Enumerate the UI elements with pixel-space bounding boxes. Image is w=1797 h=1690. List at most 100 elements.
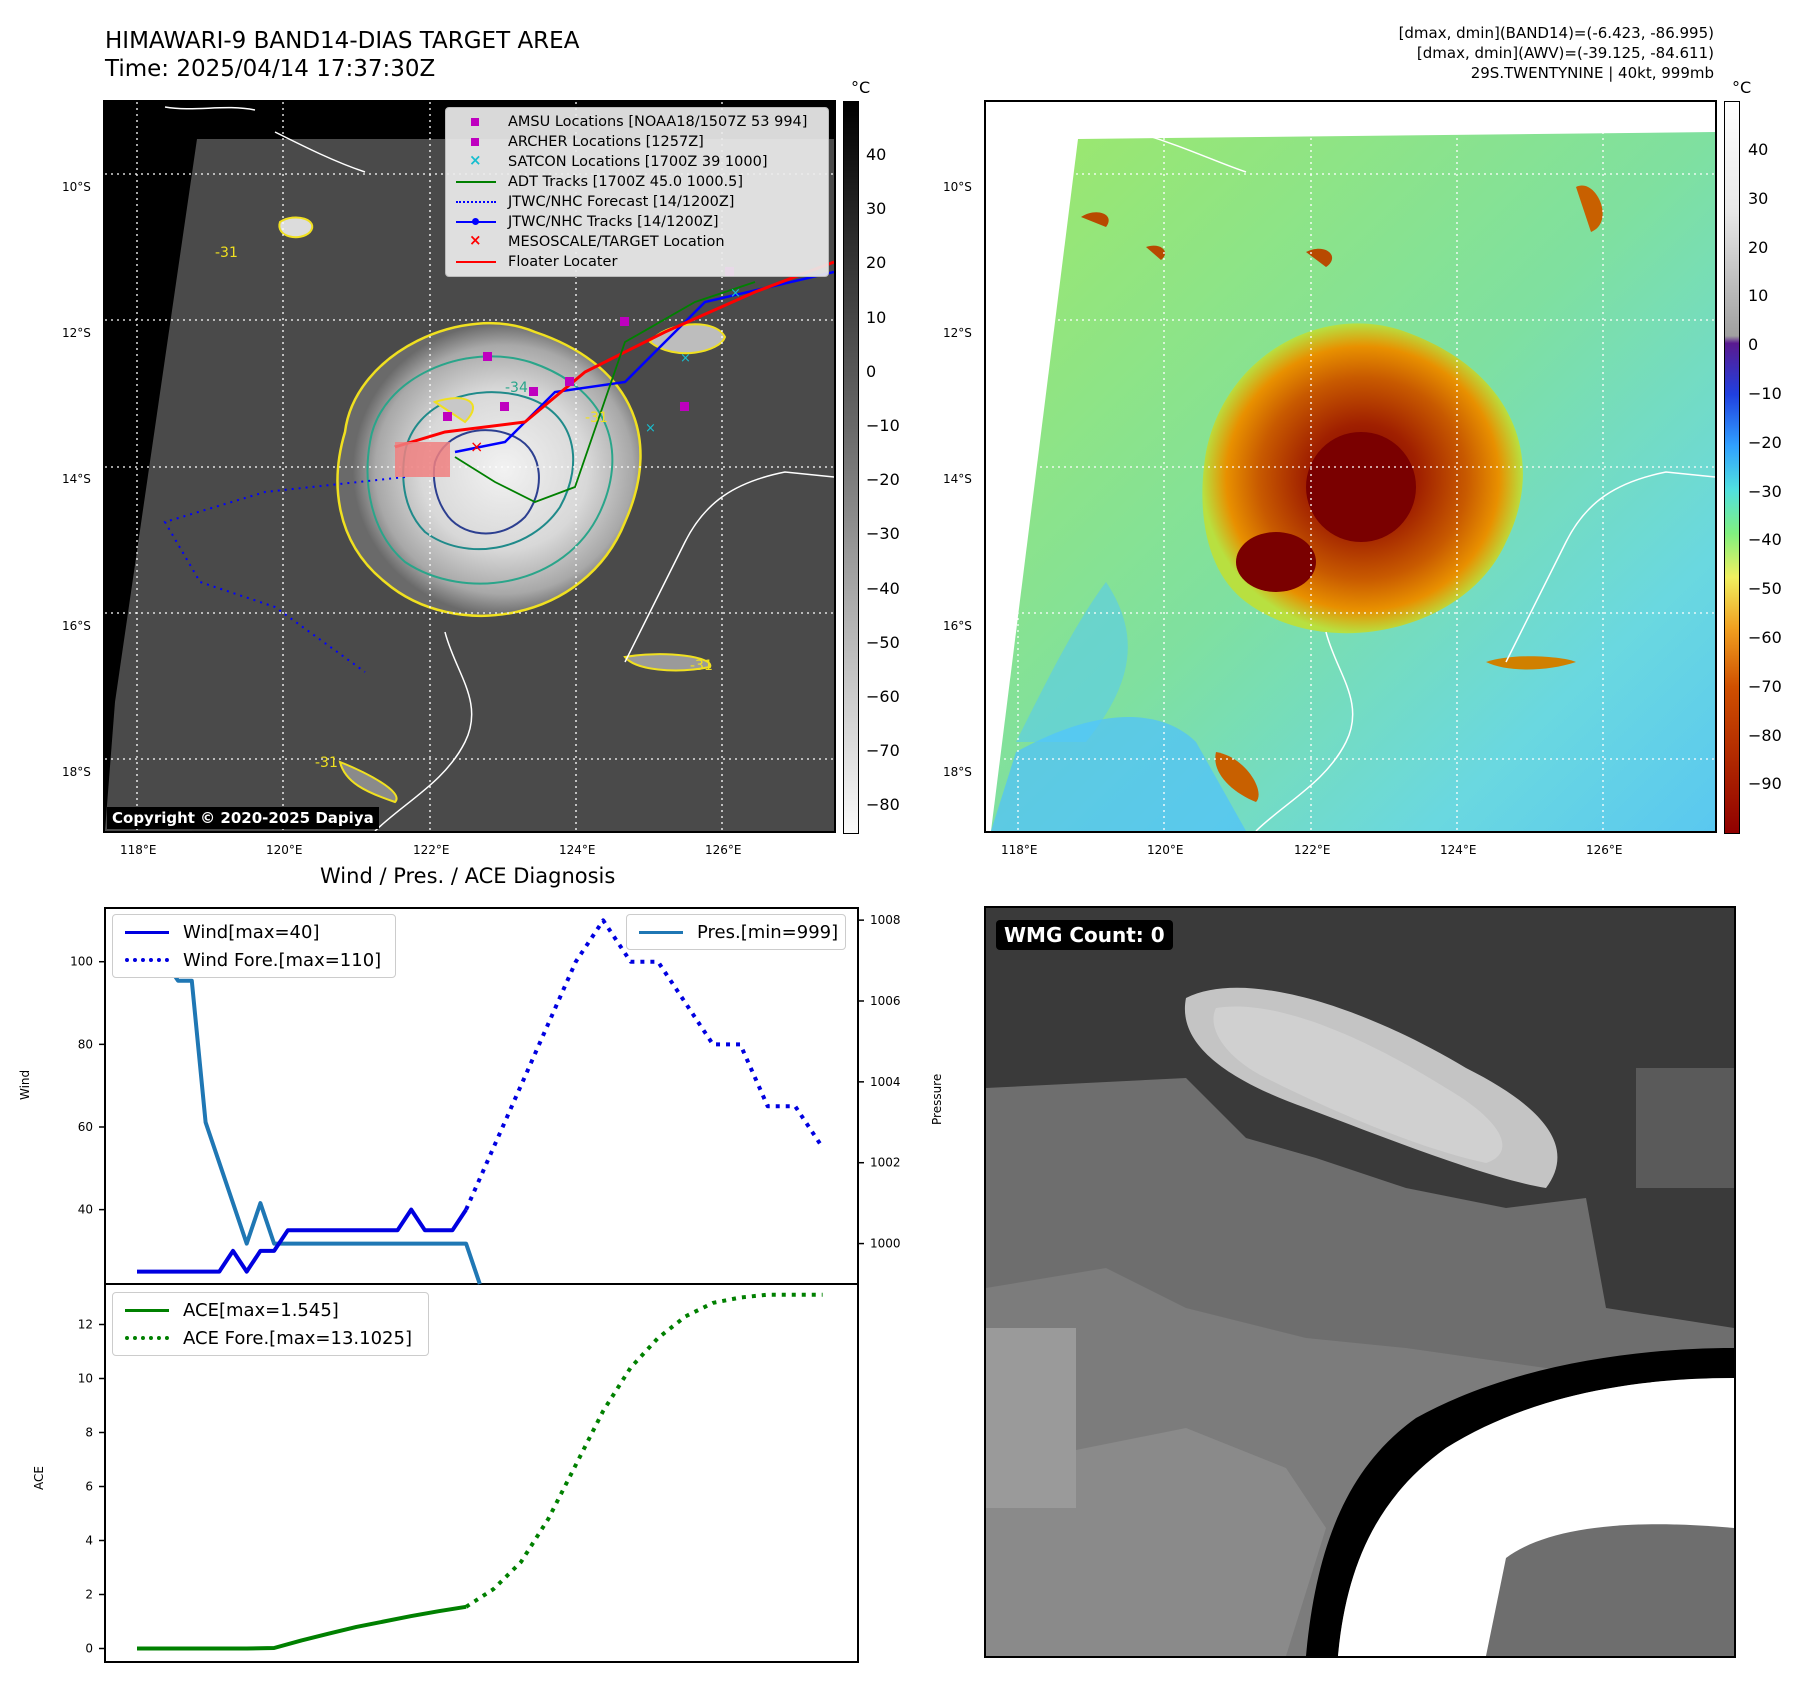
ace-tick-label: 0	[85, 1642, 93, 1656]
wmg-count-label: WMG Count: 0	[996, 920, 1173, 950]
lat-label: 12°S	[943, 326, 972, 340]
colorbar-tick-label: −10	[1748, 384, 1782, 403]
legend-item-satcon: × SATCON Locations [1700Z 39 1000]	[469, 151, 768, 170]
ace-tick-label: 10	[78, 1372, 93, 1386]
legend-item-floater: Floater Locater	[454, 252, 617, 272]
lat-label: 12°S	[62, 326, 91, 340]
lat-label: 18°S	[62, 765, 91, 779]
legend-item-ace-forecast: ACE Fore.[max=13.1025]	[123, 1325, 412, 1351]
colorbar-tick-label: −20	[866, 470, 900, 490]
wmg-dark-band	[1306, 1348, 1734, 1656]
ace-tick-label: 6	[85, 1480, 93, 1494]
ace-tick-label: 4	[85, 1534, 93, 1548]
chart-title: HIMAWARI-9 BAND14-DIAS TARGET AREA	[105, 28, 580, 54]
svg-text:×: ×	[730, 286, 741, 301]
lat-label: 16°S	[62, 619, 91, 633]
wmg-panel: WMG Count: 0	[984, 906, 1736, 1658]
lat-label: 10°S	[943, 180, 972, 194]
colorbar-tick-label: 30	[1748, 188, 1769, 208]
legend-item-wind: Wind[max=40]	[123, 919, 320, 945]
colorbar-tick-label: 40	[1748, 140, 1769, 159]
colorbar-color-unit: °C	[1732, 78, 1752, 97]
awv-map-image	[986, 102, 1715, 831]
colorbar-tick-label: −20	[1748, 432, 1782, 452]
lon-label: 126°E	[705, 843, 742, 857]
colorbar-tick-label: −10	[866, 416, 900, 435]
lon-label: 122°E	[413, 843, 450, 857]
ace-plot-frame	[104, 1283, 859, 1663]
lon-label: 122°E	[1294, 843, 1331, 857]
colorbar-tick-label: −40	[1748, 530, 1782, 550]
legend-item-wind-forecast: Wind Fore.[max=110]	[123, 947, 381, 973]
contour-label: -31	[215, 245, 238, 261]
lon-label: 120°E	[266, 843, 303, 857]
lat-label: 16°S	[943, 619, 972, 633]
contour-label: -31	[585, 410, 608, 426]
contour-labels: -31 -31 -31 -31 -34	[215, 245, 713, 771]
lat-label: 14°S	[62, 472, 91, 486]
ace-tick-label: 2	[85, 1588, 93, 1602]
colorbar-tick-label: 20	[866, 253, 887, 273]
colorbar-tick-label: −50	[866, 632, 900, 652]
wind-tick-label: 60	[78, 1120, 93, 1134]
svg-text:×: ×	[645, 421, 656, 436]
lat-label: 14°S	[943, 472, 972, 486]
diagnosis-title: Wind / Pres. / ACE Diagnosis	[320, 864, 616, 888]
wind-tick-label: 100	[70, 955, 93, 969]
colorbar-tick-label: −70	[866, 741, 900, 761]
jtwc-best-track	[454, 270, 834, 454]
colorbar-tick-label: −40	[866, 578, 900, 598]
colorbar-tick-label: 20	[1748, 237, 1769, 257]
diagnosis-chart: 40 60 80 100 1000 1002 1004 1006 1008 0 2 4 6 8 10 12	[70, 907, 901, 1663]
ace-legend: ACE[max=1.545] ACE Fore.[max=13.1025]	[112, 1292, 429, 1356]
legend-item-target: × MESOSCALE/TARGET Location	[469, 231, 725, 250]
ace-tick-label: 12	[78, 1318, 93, 1332]
colorbar-tick-label: −30	[1748, 481, 1782, 501]
lon-label: 124°E	[1440, 843, 1477, 857]
lon-label: 118°E	[1001, 843, 1038, 857]
colorbar-gray	[843, 101, 859, 834]
legend-item-jtwc-forecast: JTWC/NHC Forecast [14/1200Z]	[454, 192, 734, 212]
pressure-tick-label: 1006	[870, 994, 901, 1008]
svg-text:×: ×	[680, 351, 691, 366]
wmg-image	[986, 908, 1734, 1656]
floater-track	[394, 260, 834, 449]
colorbar-tick-label: 10	[1748, 286, 1769, 306]
colorbar-gray-unit: °C	[851, 78, 871, 97]
pressure-tick-label: 1008	[870, 913, 901, 927]
lat-label: 18°S	[943, 765, 972, 779]
legend-item-amsu: AMSU Locations [NOAA18/1507Z 53 994]	[454, 112, 807, 132]
lon-label: 120°E	[1147, 843, 1184, 857]
storm-cloud-mass	[337, 323, 641, 616]
colorbar-tick-label: −90	[1748, 774, 1782, 794]
wind-forecast-line	[464, 918, 825, 1211]
colorbar-tick-label: −80	[866, 795, 900, 815]
colorbar-color	[1724, 101, 1740, 834]
contour-label: -31	[690, 658, 713, 674]
adt-track	[454, 281, 756, 503]
contour-label: -34	[505, 380, 528, 396]
colorbar-tick-label: 30	[866, 199, 887, 219]
contour-label: -31	[315, 755, 338, 771]
colorbar-tick-label: −60	[866, 687, 900, 706]
colorbar-tick-label: −50	[1748, 579, 1782, 599]
legend-item-pressure: Pres.[min=999]	[637, 919, 838, 945]
wind-line	[137, 1207, 468, 1274]
ace-tick-label: 8	[85, 1426, 93, 1440]
lon-label: 118°E	[120, 843, 157, 857]
lon-label: 124°E	[559, 843, 596, 857]
target-area-box	[395, 442, 450, 477]
satcon-markers: × × ×	[645, 286, 741, 436]
pressure-tick-label: 1004	[870, 1075, 901, 1089]
pressure-line	[135, 919, 482, 1285]
colorbar-tick-label: 40	[866, 145, 887, 164]
band14-map-image: × × × × -31 -31 -31 -31 -34	[105, 102, 834, 831]
pressure-tick-label: 1000	[870, 1237, 901, 1251]
colorbar-tick-label: 0	[1748, 335, 1759, 355]
legend-item-jtwc-tracks: JTWC/NHC Tracks [14/1200Z]	[454, 212, 719, 232]
map-legend: AMSU Locations [NOAA18/1507Z 53 994] ARC…	[445, 107, 829, 277]
colorbar-tick-label: −70	[1748, 676, 1782, 696]
colorbar-tick-label: −80	[1748, 725, 1782, 745]
legend-item-adt: ADT Tracks [1700Z 45.0 1000.5]	[454, 172, 743, 192]
colorbar-tick-label: 10	[866, 307, 887, 327]
